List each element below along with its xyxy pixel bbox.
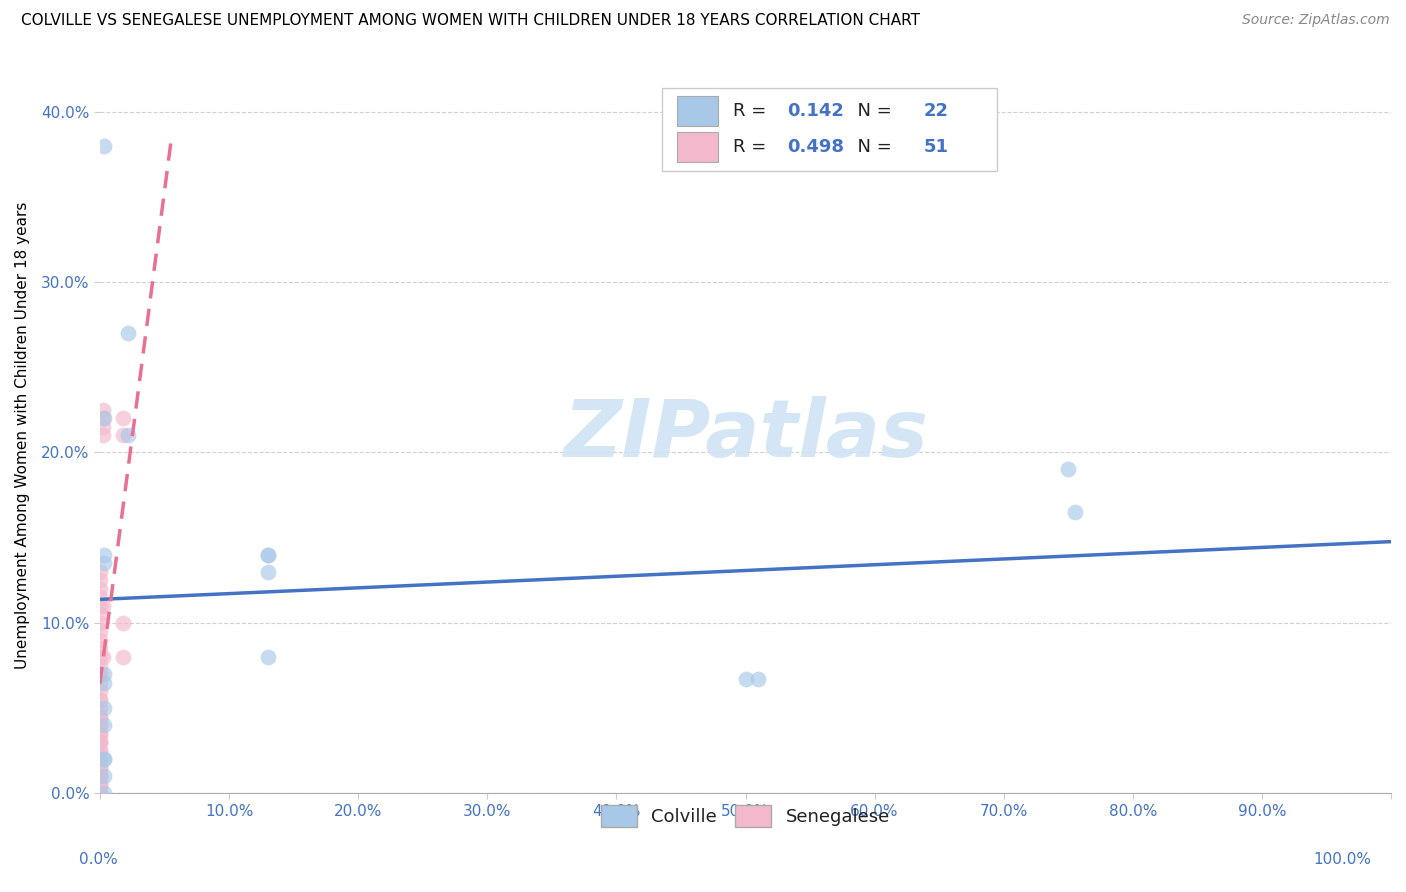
Text: 22: 22	[924, 102, 949, 120]
Point	[89, 607, 111, 622]
Point	[89, 769, 111, 783]
Point	[91, 411, 114, 425]
Point	[89, 727, 111, 741]
Bar	[678, 96, 718, 126]
Point	[747, 672, 769, 686]
Point	[112, 615, 135, 630]
Point	[89, 658, 111, 673]
Text: N =: N =	[846, 102, 897, 120]
Text: 0.0%: 0.0%	[79, 852, 118, 867]
Point	[89, 709, 111, 723]
Point	[89, 778, 111, 792]
Point	[93, 701, 115, 715]
Text: R =: R =	[733, 138, 772, 156]
Text: Source: ZipAtlas.com: Source: ZipAtlas.com	[1241, 13, 1389, 28]
Text: 51: 51	[924, 138, 949, 156]
Point	[89, 718, 111, 732]
Point	[93, 769, 115, 783]
Point	[257, 650, 280, 665]
Text: 100.0%: 100.0%	[1313, 852, 1372, 867]
Point	[93, 138, 115, 153]
Point	[89, 684, 111, 698]
Point	[93, 718, 115, 732]
Point	[89, 667, 111, 681]
Point	[89, 752, 111, 766]
Point	[89, 778, 111, 792]
Point	[89, 786, 111, 800]
Point	[93, 786, 115, 800]
Point	[89, 735, 111, 749]
Point	[89, 735, 111, 749]
Point	[89, 786, 111, 800]
Point	[91, 650, 114, 665]
Point	[89, 744, 111, 758]
Point	[89, 744, 111, 758]
Point	[1057, 462, 1080, 476]
Point	[257, 548, 280, 562]
Point	[91, 402, 114, 417]
Point	[89, 735, 111, 749]
Point	[93, 411, 115, 425]
Point	[93, 667, 115, 681]
Point	[117, 428, 139, 442]
Bar	[678, 132, 718, 162]
Text: N =: N =	[846, 138, 897, 156]
Point	[93, 752, 115, 766]
Point	[89, 624, 111, 639]
Point	[112, 411, 135, 425]
Text: COLVILLE VS SENEGALESE UNEMPLOYMENT AMONG WOMEN WITH CHILDREN UNDER 18 YEARS COR: COLVILLE VS SENEGALESE UNEMPLOYMENT AMON…	[21, 13, 920, 29]
Point	[117, 326, 139, 340]
Point	[93, 548, 115, 562]
Point	[89, 709, 111, 723]
Point	[89, 769, 111, 783]
Y-axis label: Unemployment Among Women with Children Under 18 years: Unemployment Among Women with Children U…	[15, 202, 30, 669]
Legend: Colville, Senegalese: Colville, Senegalese	[593, 798, 897, 834]
Point	[93, 675, 115, 690]
Point	[89, 615, 111, 630]
Point	[89, 761, 111, 775]
Point	[89, 769, 111, 783]
Point	[89, 582, 111, 596]
Point	[93, 752, 115, 766]
Point	[89, 675, 111, 690]
Text: 0.142: 0.142	[787, 102, 844, 120]
Point	[89, 727, 111, 741]
Point	[89, 692, 111, 706]
Point	[89, 641, 111, 656]
Point	[91, 599, 114, 613]
Point	[89, 591, 111, 605]
Point	[257, 548, 280, 562]
Point	[89, 701, 111, 715]
Point	[89, 632, 111, 647]
Point	[89, 599, 111, 613]
Bar	[662, 88, 997, 170]
Text: R =: R =	[733, 102, 772, 120]
Point	[89, 650, 111, 665]
Point	[1063, 505, 1085, 519]
Point	[89, 565, 111, 579]
Point	[89, 718, 111, 732]
Point	[89, 761, 111, 775]
Text: ZIPatlas: ZIPatlas	[562, 396, 928, 475]
Point	[734, 672, 756, 686]
Point	[89, 574, 111, 588]
Point	[89, 667, 111, 681]
Point	[89, 692, 111, 706]
Point	[93, 556, 115, 570]
Point	[257, 565, 280, 579]
Text: 0.498: 0.498	[787, 138, 844, 156]
Point	[91, 420, 114, 434]
Point	[112, 428, 135, 442]
Point	[91, 428, 114, 442]
Point	[112, 650, 135, 665]
Point	[89, 752, 111, 766]
